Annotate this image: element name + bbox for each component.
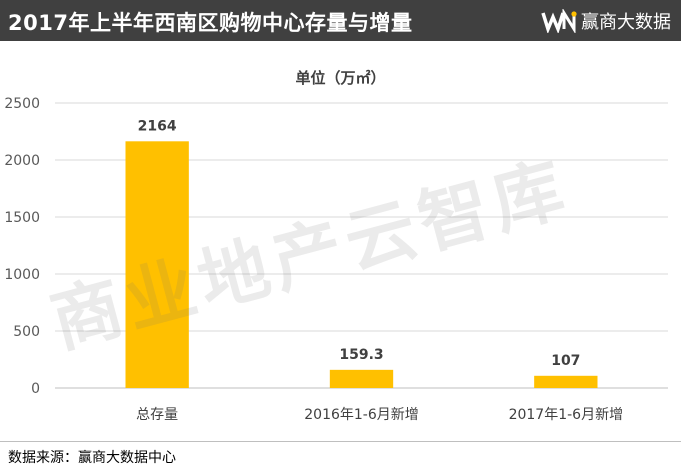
- bar: [534, 375, 598, 388]
- x-tick-label: 2017年1-6月新增: [509, 407, 624, 423]
- x-axis-ticks: 总存量 2016年1-6月新增 2017年1-6月新增: [136, 407, 623, 423]
- y-tick-label: 2000: [4, 153, 40, 169]
- unit-label: 单位（万㎡）: [295, 69, 386, 87]
- y-axis-ticks: 0 500 1000 1500 2000 2500: [4, 96, 40, 397]
- page-title: 2017年上半年西南区购物中心存量与增量: [8, 11, 413, 35]
- data-label: 2164: [138, 118, 177, 134]
- chart-bars: [125, 141, 598, 388]
- header-bar: 2017年上半年西南区购物中心存量与增量 赢商大数据: [0, 0, 681, 41]
- y-tick-label: 500: [13, 324, 40, 340]
- source-note: 数据来源：赢商大数据中心: [8, 450, 176, 466]
- bar: [329, 369, 394, 388]
- y-tick-label: 0: [31, 381, 40, 397]
- data-labels: 2164 159.3 107: [138, 118, 581, 368]
- footer-divider: [0, 441, 681, 442]
- bar: [125, 141, 189, 388]
- wn-logo-icon: [541, 9, 577, 33]
- x-tick-label: 总存量: [136, 407, 178, 423]
- x-tick-label: 2016年1-6月新增: [304, 407, 419, 423]
- y-tick-label: 2500: [4, 96, 40, 112]
- bar-chart: 0 500 1000 1500 2000 2500 2164 159.3 107 总存量 201…: [4, 96, 668, 423]
- data-label: 159.3: [339, 347, 383, 363]
- y-tick-label: 1000: [4, 267, 40, 283]
- y-tick-label: 1500: [4, 210, 40, 226]
- brand: 赢商大数据: [541, 8, 671, 34]
- brand-name: 赢商大数据: [581, 12, 671, 33]
- data-label: 107: [551, 353, 580, 369]
